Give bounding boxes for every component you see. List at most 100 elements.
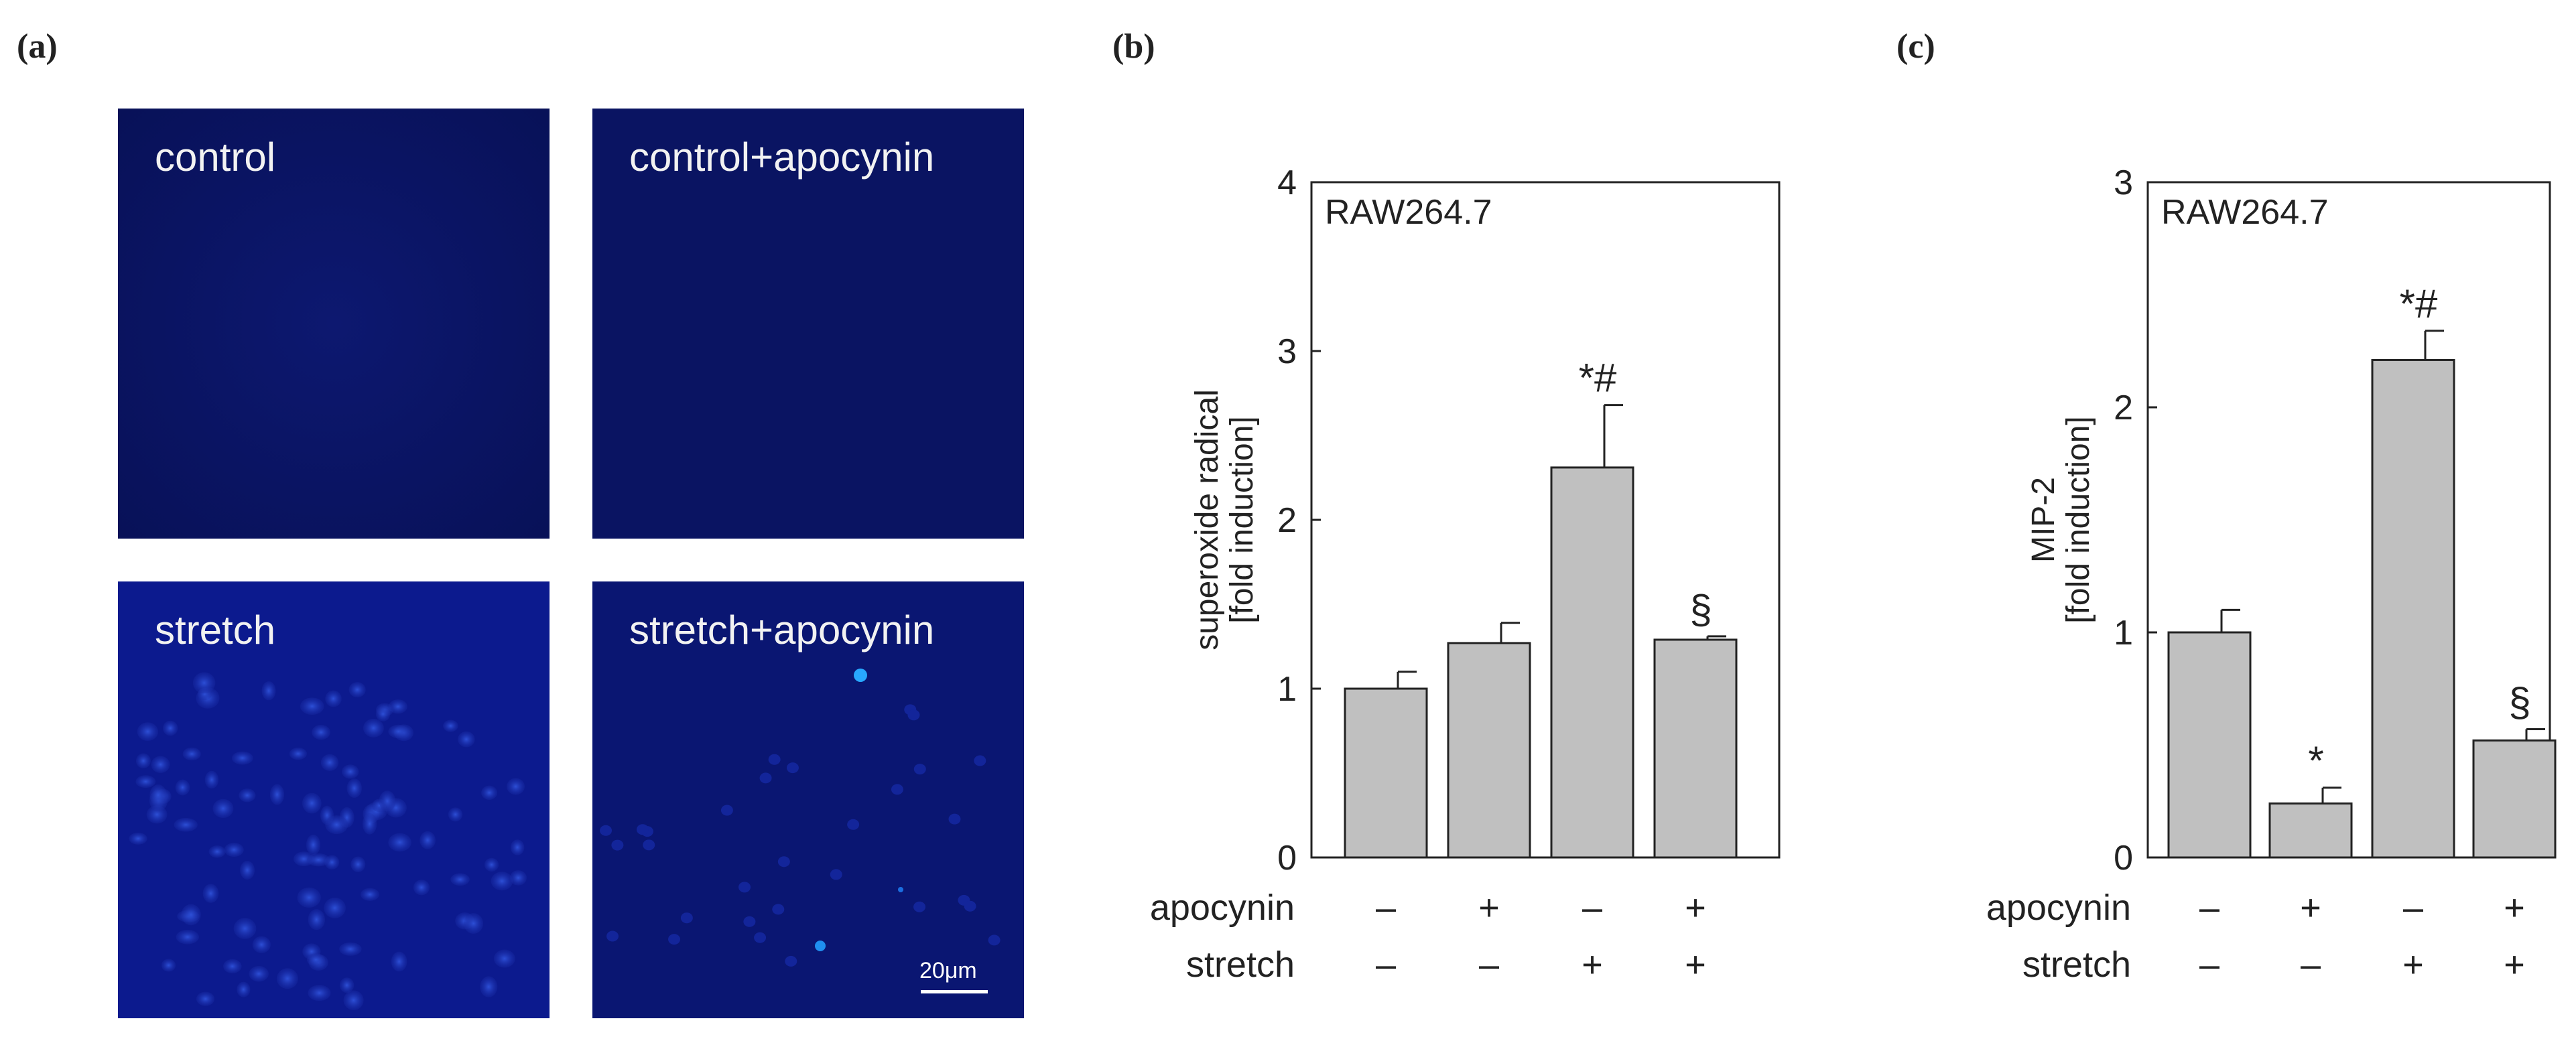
micrograph-control-apocynin-image xyxy=(592,109,1024,539)
apocynin-row-label: apocynin xyxy=(1986,888,2131,928)
cell-nucleus xyxy=(510,839,525,855)
micrograph-stretch: stretch xyxy=(118,581,550,1018)
cell-nucleus xyxy=(768,754,781,765)
y-tick-label: 0 xyxy=(1277,839,1297,878)
cell-nucleus xyxy=(988,935,1001,946)
cell-nucleus xyxy=(606,930,619,942)
cell-nucleus xyxy=(312,724,330,740)
cell-nucleus xyxy=(720,805,733,816)
cell-nucleus xyxy=(252,936,271,953)
cell-nucleus xyxy=(493,949,515,968)
cell-nucleus xyxy=(738,882,751,893)
cell-nucleus xyxy=(484,857,499,872)
cell-nucleus xyxy=(491,872,513,891)
cell-nucleus xyxy=(343,990,364,1010)
cell-nucleus xyxy=(325,815,348,835)
cell-nucleus xyxy=(913,901,926,912)
micrograph-control-image xyxy=(118,109,550,539)
micrograph-stretch-apocynin: stretch+apocynin 20μm xyxy=(592,581,1024,1018)
apocynin-sign: + xyxy=(2504,888,2525,928)
y-axis-label-unit: [fold induction] xyxy=(1224,416,1260,624)
bar xyxy=(2371,358,2455,859)
cell-nucleus xyxy=(135,753,151,769)
bar xyxy=(2268,802,2353,859)
cell-nucleus xyxy=(306,853,330,867)
bar xyxy=(1447,642,1531,859)
y-axis-label: superoxide radical xyxy=(1189,389,1225,650)
cell-nucleus xyxy=(135,775,156,788)
cell-line-annotation: RAW264.7 xyxy=(1325,193,1492,232)
cell-nucleus xyxy=(643,839,655,851)
cell-nucleus xyxy=(413,880,430,896)
micrograph-control-apocynin: control+apocynin xyxy=(592,109,1024,539)
apocynin-sign: – xyxy=(2199,888,2219,928)
cell-nucleus xyxy=(480,976,498,997)
cell-nucleus xyxy=(231,751,253,765)
apocynin-sign: – xyxy=(2403,888,2423,928)
cell-nucleus xyxy=(181,904,201,926)
cell-nucleus xyxy=(668,934,681,945)
stretch-row-label: stretch xyxy=(2022,945,2131,985)
chart-b: 0 1 2 3 4 RAW264.7 superoxide radical [fold ind… xyxy=(1150,163,1781,985)
stretch-sign: + xyxy=(1582,945,1603,985)
cell-nucleus xyxy=(151,756,170,773)
cell-nucleus xyxy=(786,762,799,774)
cell-nucleus xyxy=(175,779,190,796)
apocynin-sign: + xyxy=(1478,888,1500,928)
cell-nucleus xyxy=(964,900,976,912)
y-tick-label: 1 xyxy=(2114,614,2133,652)
cell-nucleus xyxy=(306,834,321,855)
cell-nucleus xyxy=(306,953,325,967)
cell-nucleus xyxy=(680,912,693,924)
bar xyxy=(2472,739,2557,859)
y-tick-label: 4 xyxy=(1277,163,1297,202)
cell-nucleus xyxy=(341,764,359,779)
cell-nucleus xyxy=(129,832,147,845)
significance-marker: *# xyxy=(2400,281,2438,326)
micrograph-stretch-apocynin-image xyxy=(592,581,1024,1018)
cell-nucleus xyxy=(346,778,362,798)
cell-nucleus xyxy=(913,764,926,775)
y-tick-label: 2 xyxy=(1277,501,1297,540)
y-tick-label: 3 xyxy=(1277,332,1297,371)
cell-nucleus xyxy=(261,681,276,701)
bright-cell xyxy=(854,669,867,682)
cell-nucleus xyxy=(481,785,498,801)
cell-nucleus xyxy=(891,784,903,795)
stretch-sign: + xyxy=(2402,945,2424,985)
stretch-row-label: stretch xyxy=(1186,945,1295,985)
bar xyxy=(1653,638,1738,859)
stretch-sign: + xyxy=(2504,945,2525,985)
y-tick-label: 1 xyxy=(1277,670,1297,709)
cell-nucleus xyxy=(785,955,797,967)
cell-nucleus xyxy=(276,968,298,989)
cell-nucleus xyxy=(308,985,331,1001)
cell-nucleus xyxy=(759,772,772,784)
cell-nucleus xyxy=(239,861,255,880)
scale-bar xyxy=(921,990,988,993)
cell-nucleus xyxy=(388,833,411,852)
cell-nucleus xyxy=(239,788,256,803)
y-tick-label: 0 xyxy=(2114,839,2133,878)
cell-nucleus xyxy=(772,904,785,915)
cell-nucleus xyxy=(300,697,324,715)
cell-nucleus xyxy=(448,807,463,822)
apocynin-row-label: apocynin xyxy=(1150,888,1295,928)
panel-label-c: (c) xyxy=(1896,27,1935,66)
cell-nucleus xyxy=(348,682,366,698)
cell-nucleus xyxy=(507,778,525,795)
panel-label-a: (a) xyxy=(17,27,58,66)
cell-nucleus xyxy=(237,981,251,997)
cell-nucleus xyxy=(450,873,470,886)
cell-nucleus xyxy=(363,718,384,738)
cell-nucleus xyxy=(182,747,201,761)
significance-marker: § xyxy=(1689,587,1712,632)
cell-nucleus xyxy=(249,965,269,982)
apocynin-sign: – xyxy=(1582,888,1602,928)
micrograph-stretch-image xyxy=(118,581,550,1018)
micrograph-label-stretch: stretch xyxy=(155,608,276,652)
micrograph-label-control: control xyxy=(155,135,276,180)
cell-nucleus xyxy=(907,709,920,721)
bar xyxy=(2167,631,2252,859)
